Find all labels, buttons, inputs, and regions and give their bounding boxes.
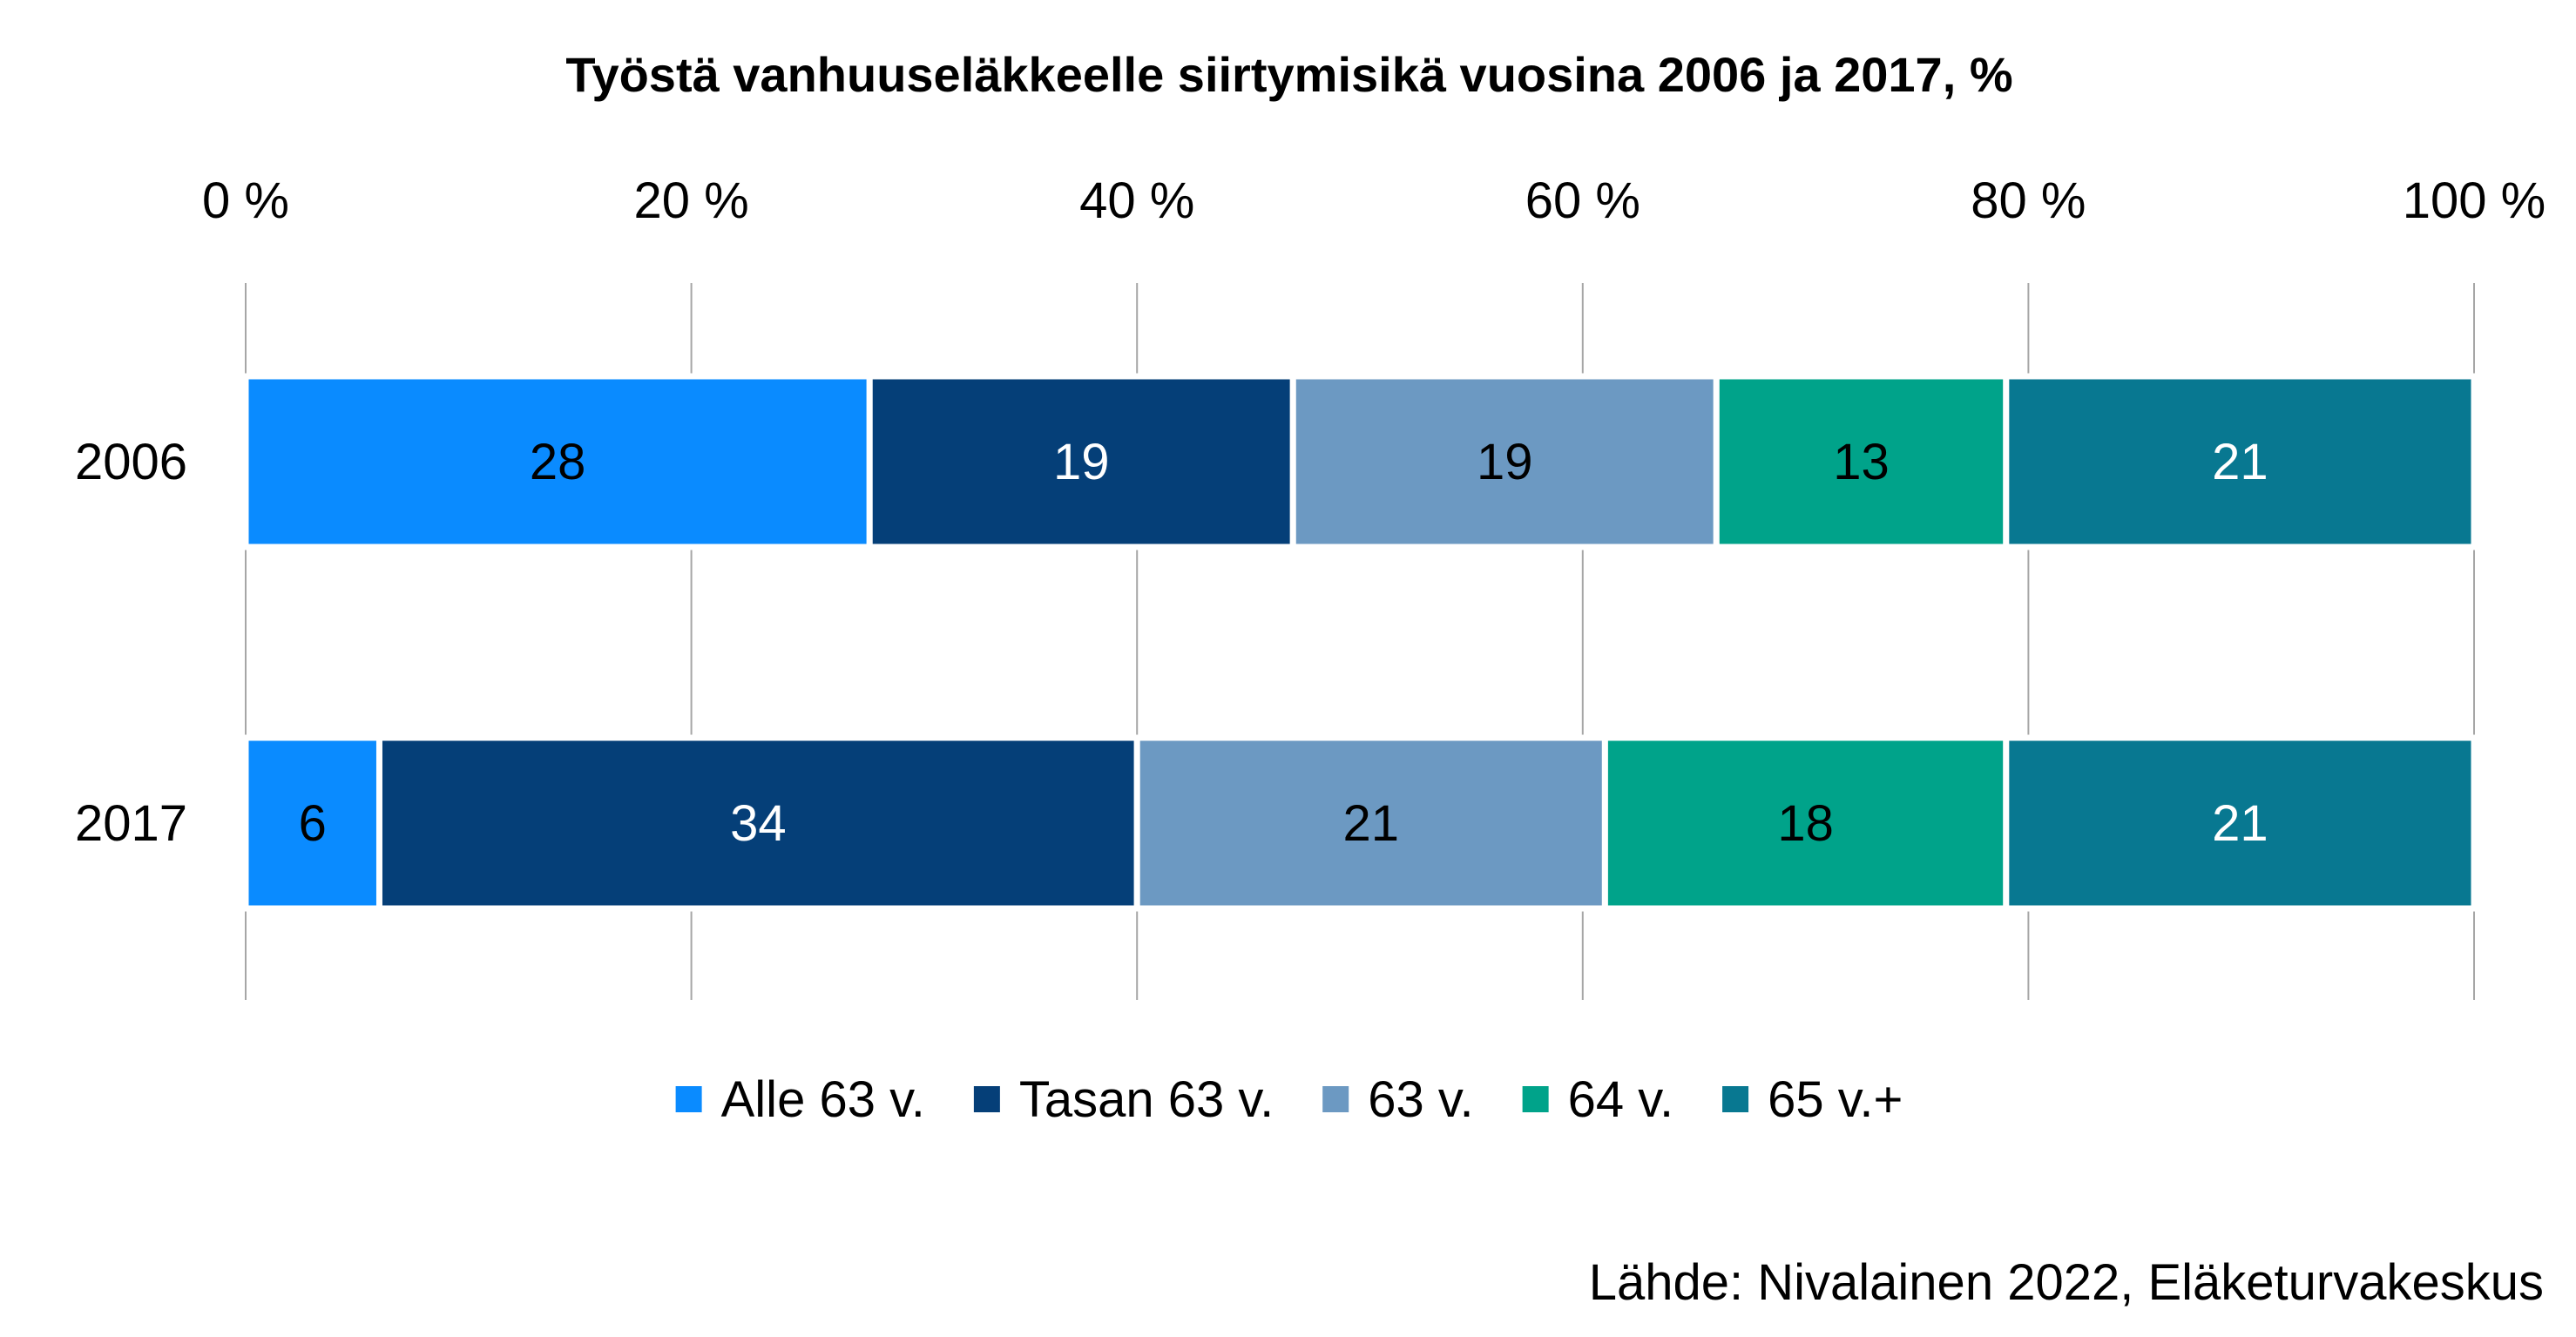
legend-label: 65 v.+ bbox=[1768, 1071, 1903, 1128]
data-label: 21 bbox=[2212, 795, 2268, 852]
data-label: 13 bbox=[1833, 434, 1890, 490]
x-axis-ticks: 0 % 20 % 40 % 60 % 80 % 100 % bbox=[202, 172, 2546, 229]
x-tick-label: 60 % bbox=[1525, 172, 1640, 229]
legend-swatch bbox=[675, 1086, 702, 1112]
data-label: 21 bbox=[2212, 434, 2268, 490]
data-label: 6 bbox=[299, 795, 327, 852]
x-tick-label: 20 % bbox=[633, 172, 748, 229]
bar-segment bbox=[242, 734, 382, 912]
source-note: Lähde: Nivalainen 2022, Eläketurvakeskus bbox=[1589, 1254, 2544, 1311]
legend-swatch bbox=[1322, 1086, 1349, 1112]
chart-title: Työstä vanhuuseläkkeelle siirtymisikä vu… bbox=[565, 47, 2012, 102]
bar-segment bbox=[1601, 734, 2010, 912]
legend-swatch bbox=[1722, 1086, 1749, 1112]
legend-swatch bbox=[973, 1086, 1000, 1112]
x-tick-label: 100 % bbox=[2403, 172, 2546, 229]
data-label: 28 bbox=[530, 434, 586, 490]
x-tick-label: 40 % bbox=[1079, 172, 1194, 229]
bar-segment bbox=[2003, 373, 2478, 550]
legend-label: 64 v. bbox=[1568, 1071, 1673, 1128]
category-label: 2017 bbox=[75, 795, 187, 852]
y-axis-categories: 2006 2017 bbox=[75, 434, 187, 852]
bar-segment bbox=[2003, 734, 2478, 912]
data-label: 18 bbox=[1777, 795, 1834, 852]
data-label: 19 bbox=[1053, 434, 1110, 490]
data-label: 19 bbox=[1477, 434, 1533, 490]
data-label: 34 bbox=[730, 795, 787, 852]
x-tick-label: 80 % bbox=[1971, 172, 2086, 229]
x-tick-label: 0 % bbox=[202, 172, 289, 229]
legend-label: Alle 63 v. bbox=[721, 1071, 925, 1128]
bar-segment bbox=[242, 373, 873, 550]
legend-label: Tasan 63 v. bbox=[1019, 1071, 1274, 1128]
legend: Alle 63 v. Tasan 63 v. 63 v. 64 v. 65 v.+ bbox=[675, 1071, 1903, 1128]
bars: 28 19 19 13 21 6 34 21 18 21 bbox=[242, 373, 2478, 912]
data-label: 21 bbox=[1343, 795, 1400, 852]
bar-segment bbox=[1133, 734, 1608, 912]
legend-label: 63 v. bbox=[1368, 1071, 1473, 1128]
category-label: 2006 bbox=[75, 434, 187, 490]
legend-swatch bbox=[1522, 1086, 1549, 1112]
bar-segment bbox=[1713, 373, 2010, 550]
bar-segment bbox=[375, 734, 1140, 912]
